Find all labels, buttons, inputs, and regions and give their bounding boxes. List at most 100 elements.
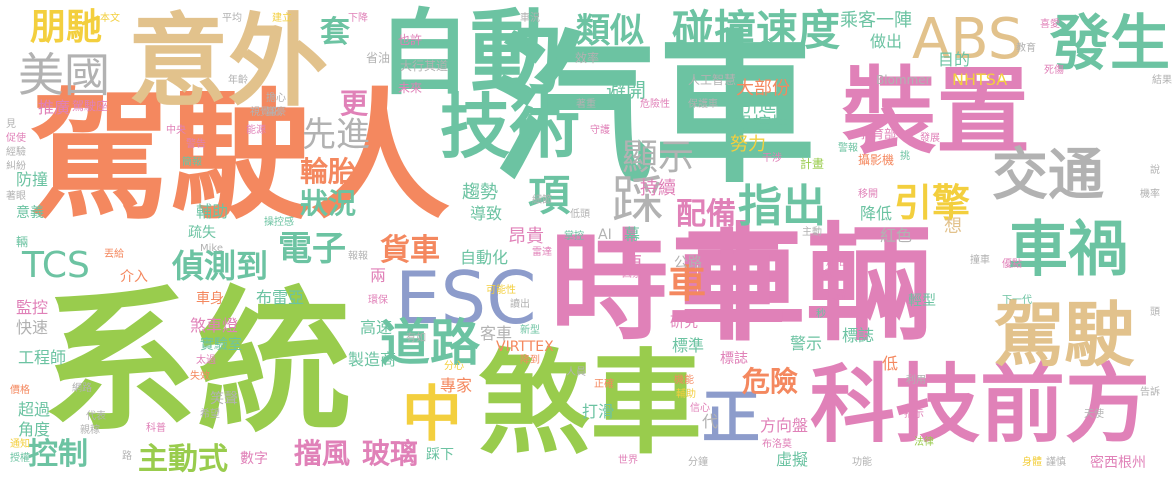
- word-138: 喜愛: [1040, 19, 1060, 30]
- word-71: 紅色: [880, 226, 913, 245]
- word-196: 網路: [72, 383, 92, 394]
- word-143: 見: [6, 119, 16, 130]
- word-109: 密西根州: [1090, 455, 1146, 471]
- word-169: 下一代: [1002, 295, 1032, 306]
- word-20: 道路: [380, 314, 480, 372]
- word-73: 想: [944, 216, 962, 237]
- word-19: 正: [702, 383, 761, 451]
- word-159: 新型: [520, 325, 540, 336]
- word-53: 人工智慧: [688, 73, 737, 87]
- word-190: 失效: [190, 371, 210, 382]
- word-64: 計畫: [800, 157, 825, 171]
- word-173: 天使: [1084, 409, 1104, 420]
- word-188: 有如: [406, 333, 426, 344]
- word-146: 糾紛: [6, 161, 26, 172]
- word-75: 駕駛座: [72, 99, 109, 113]
- word-61: Blommer: [876, 73, 931, 87]
- word-192: 科普: [146, 423, 166, 434]
- word-21: 美國: [18, 48, 110, 102]
- word-193: 代表: [86, 411, 106, 422]
- word-48: 省油: [366, 51, 391, 65]
- word-13: 車禍: [1008, 215, 1128, 285]
- word-151: 細節: [532, 195, 552, 206]
- word-155: 報報: [348, 251, 368, 262]
- word-108: 虛擬: [776, 450, 809, 469]
- word-136: 教育: [1016, 43, 1036, 54]
- word-117: 建立: [272, 13, 292, 24]
- word-92: 專家: [440, 376, 473, 395]
- word-14: 交通: [992, 143, 1104, 208]
- word-12: 駕駛: [994, 294, 1134, 376]
- word-137: 死傷: [1044, 65, 1064, 76]
- word-29: 引擎: [894, 181, 971, 225]
- word-181: 世界: [618, 455, 638, 466]
- word-198: 通知: [10, 439, 30, 450]
- word-67: 導致: [470, 204, 503, 223]
- word-160: 降到: [520, 355, 540, 366]
- word-152: 低頭: [570, 209, 590, 220]
- word-17: 碰撞速度: [672, 6, 841, 55]
- word-184: 信心: [690, 403, 710, 414]
- word-60: NHTSA: [952, 70, 1008, 89]
- word-132: 干涉: [762, 153, 782, 164]
- word-122: 富豪: [266, 107, 286, 118]
- word-191: 希望: [200, 409, 220, 420]
- word-111: 便: [622, 252, 642, 276]
- word-89: 客車: [480, 324, 513, 343]
- word-106: 打滑: [582, 402, 615, 421]
- word-69: 自動化: [460, 248, 509, 267]
- word-35: 套: [320, 15, 350, 50]
- word-105: 踩下: [426, 447, 454, 463]
- word-110: 公路: [674, 255, 702, 271]
- word-161: 因素: [622, 269, 642, 280]
- word-174: 指示: [904, 409, 924, 420]
- word-134: 挑: [900, 151, 910, 162]
- word-183: 輔助: [676, 389, 696, 400]
- word-170: 頭: [1150, 307, 1160, 318]
- word-178: 謹慎: [1046, 457, 1066, 468]
- word-76: 輔助: [196, 202, 229, 221]
- word-156: 環保: [368, 295, 388, 306]
- word-85: 煞車燈: [190, 316, 239, 335]
- word-31: 輪胎: [300, 155, 357, 188]
- word-81: 車身: [196, 291, 224, 307]
- word-165: 撞車: [970, 255, 990, 266]
- word-72: 降低: [860, 204, 893, 223]
- word-91: 製造商: [348, 350, 397, 369]
- word-186: 人員: [566, 367, 586, 378]
- word-18: 中: [402, 380, 462, 450]
- word-167: 具備: [826, 291, 846, 302]
- word-33: 先進: [302, 115, 370, 155]
- word-102: 角度: [18, 420, 51, 439]
- word-129: 危險性: [640, 99, 670, 110]
- word-26: 偵測到: [172, 247, 269, 285]
- word-135: 發展: [920, 133, 940, 144]
- word-44: 玻璃: [362, 437, 419, 470]
- word-194: 親稼: [80, 425, 100, 436]
- word-68: 昂貴: [508, 226, 544, 247]
- word-130: 保護車: [688, 99, 718, 110]
- word-94: 研究: [670, 315, 698, 331]
- word-172: 告訴: [1140, 387, 1160, 398]
- word-187: 分心: [444, 361, 464, 372]
- word-16: ABS: [912, 7, 1024, 72]
- word-121: 擔心: [266, 93, 286, 104]
- word-45: 乘客: [840, 10, 876, 31]
- word-123: 視覺化: [250, 107, 280, 118]
- word-58: 做出: [870, 32, 903, 51]
- word-56: 操控性: [735, 114, 789, 135]
- word-95: 標準: [672, 336, 705, 355]
- word-8: 自動: [378, 0, 563, 107]
- word-149: 丟給: [104, 249, 124, 260]
- word-42: 主動式: [138, 442, 228, 477]
- word-46: 一陣: [876, 10, 912, 31]
- word-30: 配備: [676, 197, 736, 232]
- word-182: 機能: [674, 375, 694, 386]
- word-41: 控制: [28, 437, 88, 472]
- word-82: 布雷亞: [256, 288, 305, 307]
- word-52: 避開: [606, 78, 646, 102]
- word-104: 笑聲: [210, 391, 238, 407]
- word-7: 意外: [128, 3, 328, 120]
- word-28: 指出: [738, 181, 826, 232]
